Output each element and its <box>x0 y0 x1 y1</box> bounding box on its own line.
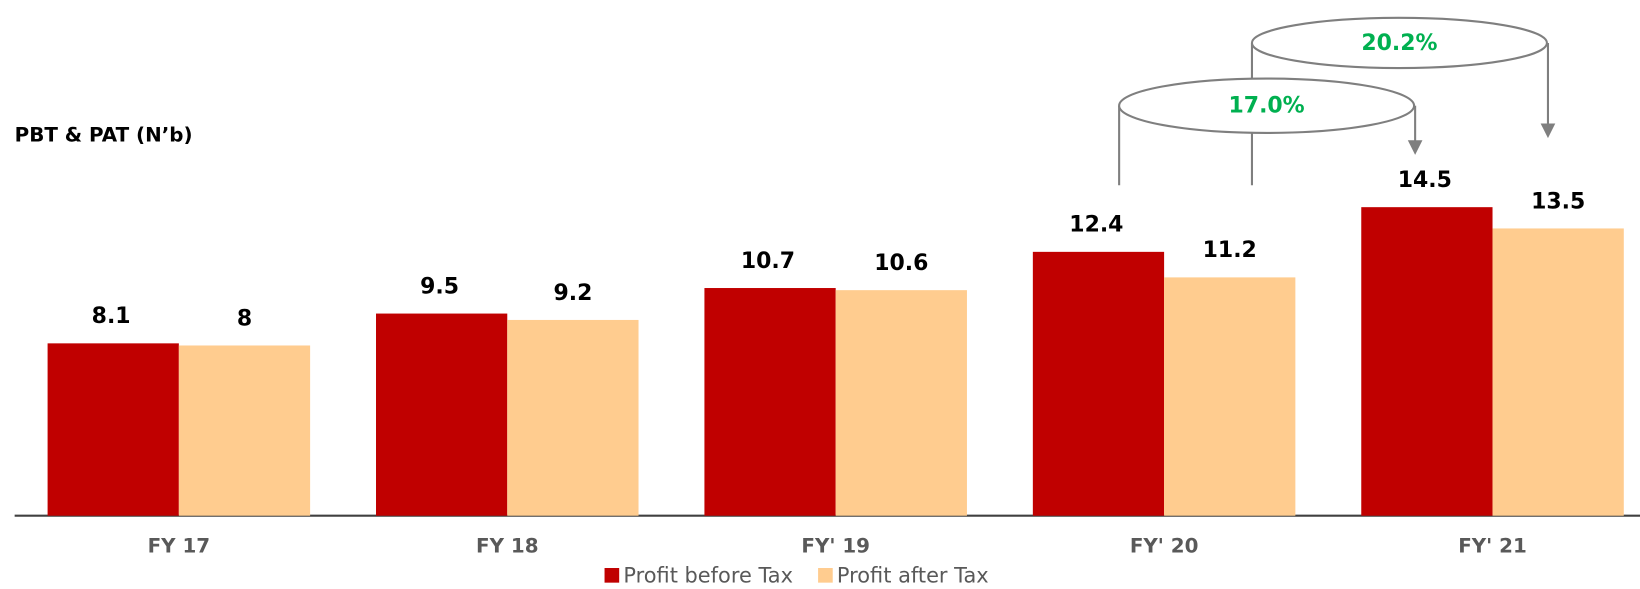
legend-label: Profit after Tax <box>837 563 989 587</box>
bar <box>835 290 967 516</box>
x-tick-label: FY 17 <box>148 535 211 558</box>
bar <box>1032 251 1165 516</box>
bar <box>507 319 639 516</box>
chart-title: PBT & PAT (N’b) <box>15 124 193 147</box>
data-label: 8.1 <box>92 304 131 329</box>
annotation: 17.0% <box>1229 94 1305 119</box>
data-label: 14.5 <box>1398 168 1452 193</box>
legend-swatch <box>604 568 620 583</box>
x-tick-label: FY' 20 <box>1130 535 1199 558</box>
x-tick-label: FY 18 <box>476 535 538 558</box>
bar <box>376 313 508 516</box>
x-tick-label: FY' 19 <box>801 535 870 558</box>
legend-swatch <box>818 568 833 583</box>
bar <box>704 288 836 516</box>
bar <box>178 345 311 516</box>
bar <box>1164 277 1296 516</box>
growth-ellipse <box>1118 77 1416 134</box>
data-label: 8 <box>237 306 252 331</box>
data-label: 10.7 <box>741 249 795 274</box>
x-tick-label: FY' 21 <box>1458 535 1527 558</box>
bar <box>1361 207 1493 516</box>
growth-connectors: 17.0% 20.2% <box>1118 16 1556 186</box>
data-label: 11.2 <box>1203 238 1257 263</box>
bar <box>1492 228 1624 516</box>
bar <box>47 343 179 516</box>
data-label: 9.2 <box>553 281 592 306</box>
annotation: 20.2% <box>1361 31 1437 56</box>
data-label: 10.6 <box>874 251 928 276</box>
legend-label: Profit before Tax <box>623 563 793 587</box>
growth-ellipse <box>1250 16 1548 70</box>
data-label: 13.5 <box>1531 189 1585 214</box>
data-label: 9.5 <box>420 274 459 299</box>
data-label: 12.4 <box>1069 213 1123 238</box>
arrow-head <box>1540 123 1556 139</box>
arrow-head <box>1407 140 1423 155</box>
